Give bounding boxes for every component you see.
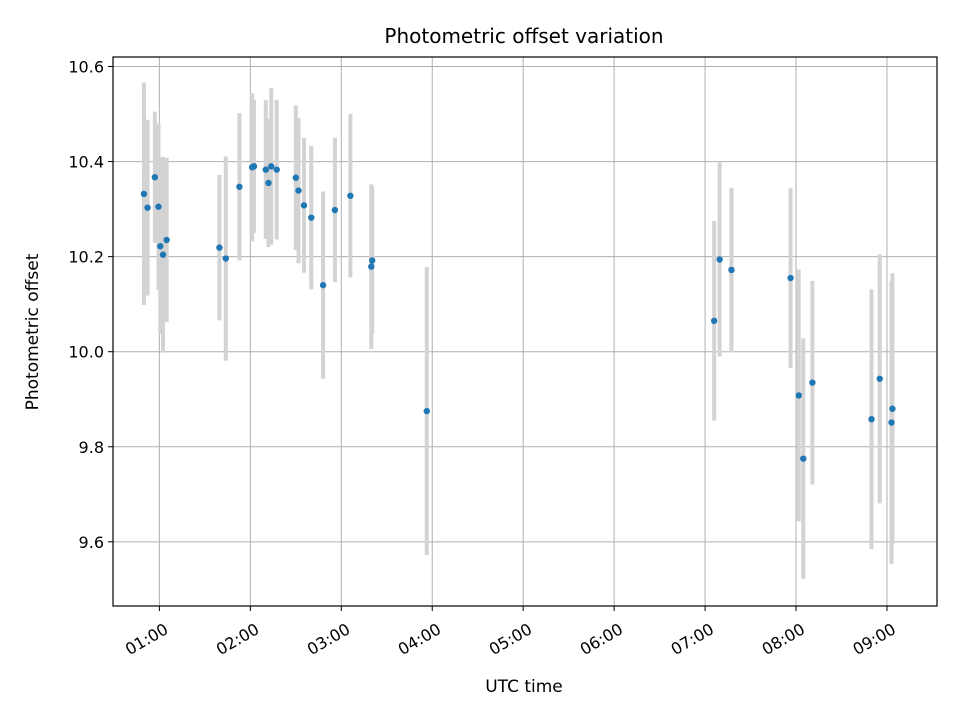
data-point bbox=[222, 255, 229, 262]
data-point bbox=[268, 163, 275, 170]
data-point bbox=[795, 392, 802, 399]
y-tick-label: 10.0 bbox=[68, 343, 104, 362]
data-point bbox=[308, 214, 315, 221]
data-point bbox=[250, 163, 258, 170]
data-point bbox=[300, 202, 308, 209]
y-tick-label: 9.8 bbox=[79, 438, 104, 457]
data-point bbox=[876, 375, 883, 382]
plot-area-frame bbox=[112, 56, 938, 607]
y-axis-ticks: 9.6 9.8 10.0 10.2 10.4 10.6 bbox=[68, 58, 113, 552]
data-point bbox=[292, 174, 300, 181]
data-point bbox=[368, 263, 375, 270]
data-point bbox=[809, 379, 816, 386]
data-point bbox=[868, 415, 875, 423]
data-points bbox=[140, 163, 896, 462]
data-point bbox=[369, 257, 376, 264]
y-axis-label: Photometric offset bbox=[23, 253, 43, 410]
chart-title: Photometric offset variation bbox=[384, 24, 663, 48]
data-point bbox=[800, 455, 807, 462]
y-tick-label: 10.2 bbox=[68, 248, 104, 267]
data-point bbox=[728, 266, 735, 274]
data-point bbox=[216, 244, 223, 251]
data-point bbox=[787, 274, 794, 282]
y-tick-label: 10.4 bbox=[68, 153, 104, 172]
data-point bbox=[716, 256, 723, 263]
data-point bbox=[155, 203, 162, 210]
y-tick-label: 10.6 bbox=[68, 58, 104, 77]
data-point bbox=[331, 206, 339, 214]
data-point bbox=[347, 192, 354, 199]
data-point bbox=[889, 405, 896, 412]
data-point bbox=[163, 236, 170, 244]
data-point bbox=[236, 183, 243, 190]
data-point bbox=[319, 281, 327, 289]
data-point bbox=[423, 407, 430, 415]
data-point bbox=[273, 166, 280, 173]
data-point bbox=[159, 251, 167, 258]
y-tick-label: 9.6 bbox=[79, 533, 104, 552]
data-point bbox=[265, 179, 272, 187]
data-point bbox=[888, 419, 895, 426]
x-axis-label: UTC time bbox=[485, 677, 563, 697]
data-point bbox=[295, 187, 302, 194]
data-point bbox=[151, 174, 159, 181]
data-point bbox=[710, 317, 718, 325]
data-point bbox=[157, 242, 164, 250]
data-point bbox=[144, 204, 151, 211]
data-point bbox=[262, 166, 269, 173]
data-point bbox=[140, 190, 148, 198]
